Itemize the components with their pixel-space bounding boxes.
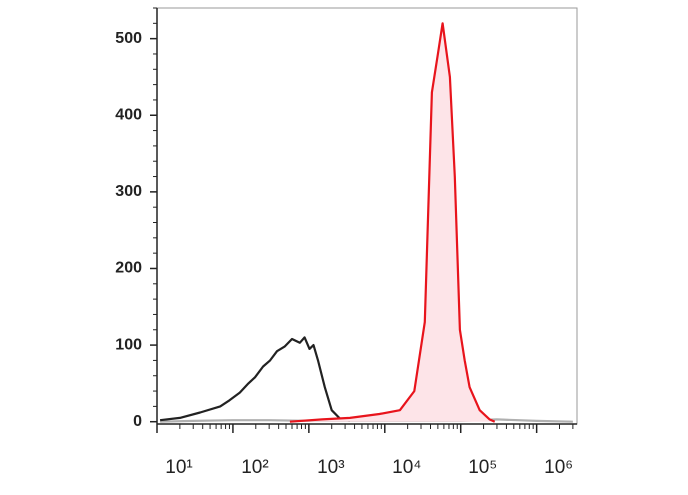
- plot-frame: [156, 7, 578, 425]
- x-tick-label: 10⁶: [544, 457, 573, 478]
- x-tick-label: 10¹: [165, 457, 192, 478]
- y-tick-label: 200: [115, 260, 142, 277]
- x-tick-label: 10⁵: [468, 457, 497, 478]
- x-tick-label: 10⁴: [392, 457, 421, 478]
- histogram-line: [289, 22, 496, 423]
- y-tick-label: 400: [115, 106, 142, 123]
- x-tick-label: 10²: [241, 457, 268, 478]
- y-tick-label: 0: [133, 413, 142, 430]
- area-fill: [289, 23, 495, 422]
- y-tick-label: 100: [115, 336, 142, 353]
- y-tick-label: 300: [115, 183, 142, 200]
- x-tick-label: 10³: [317, 457, 344, 478]
- y-tick-label: 500: [115, 30, 142, 47]
- histogram-line: [159, 336, 351, 422]
